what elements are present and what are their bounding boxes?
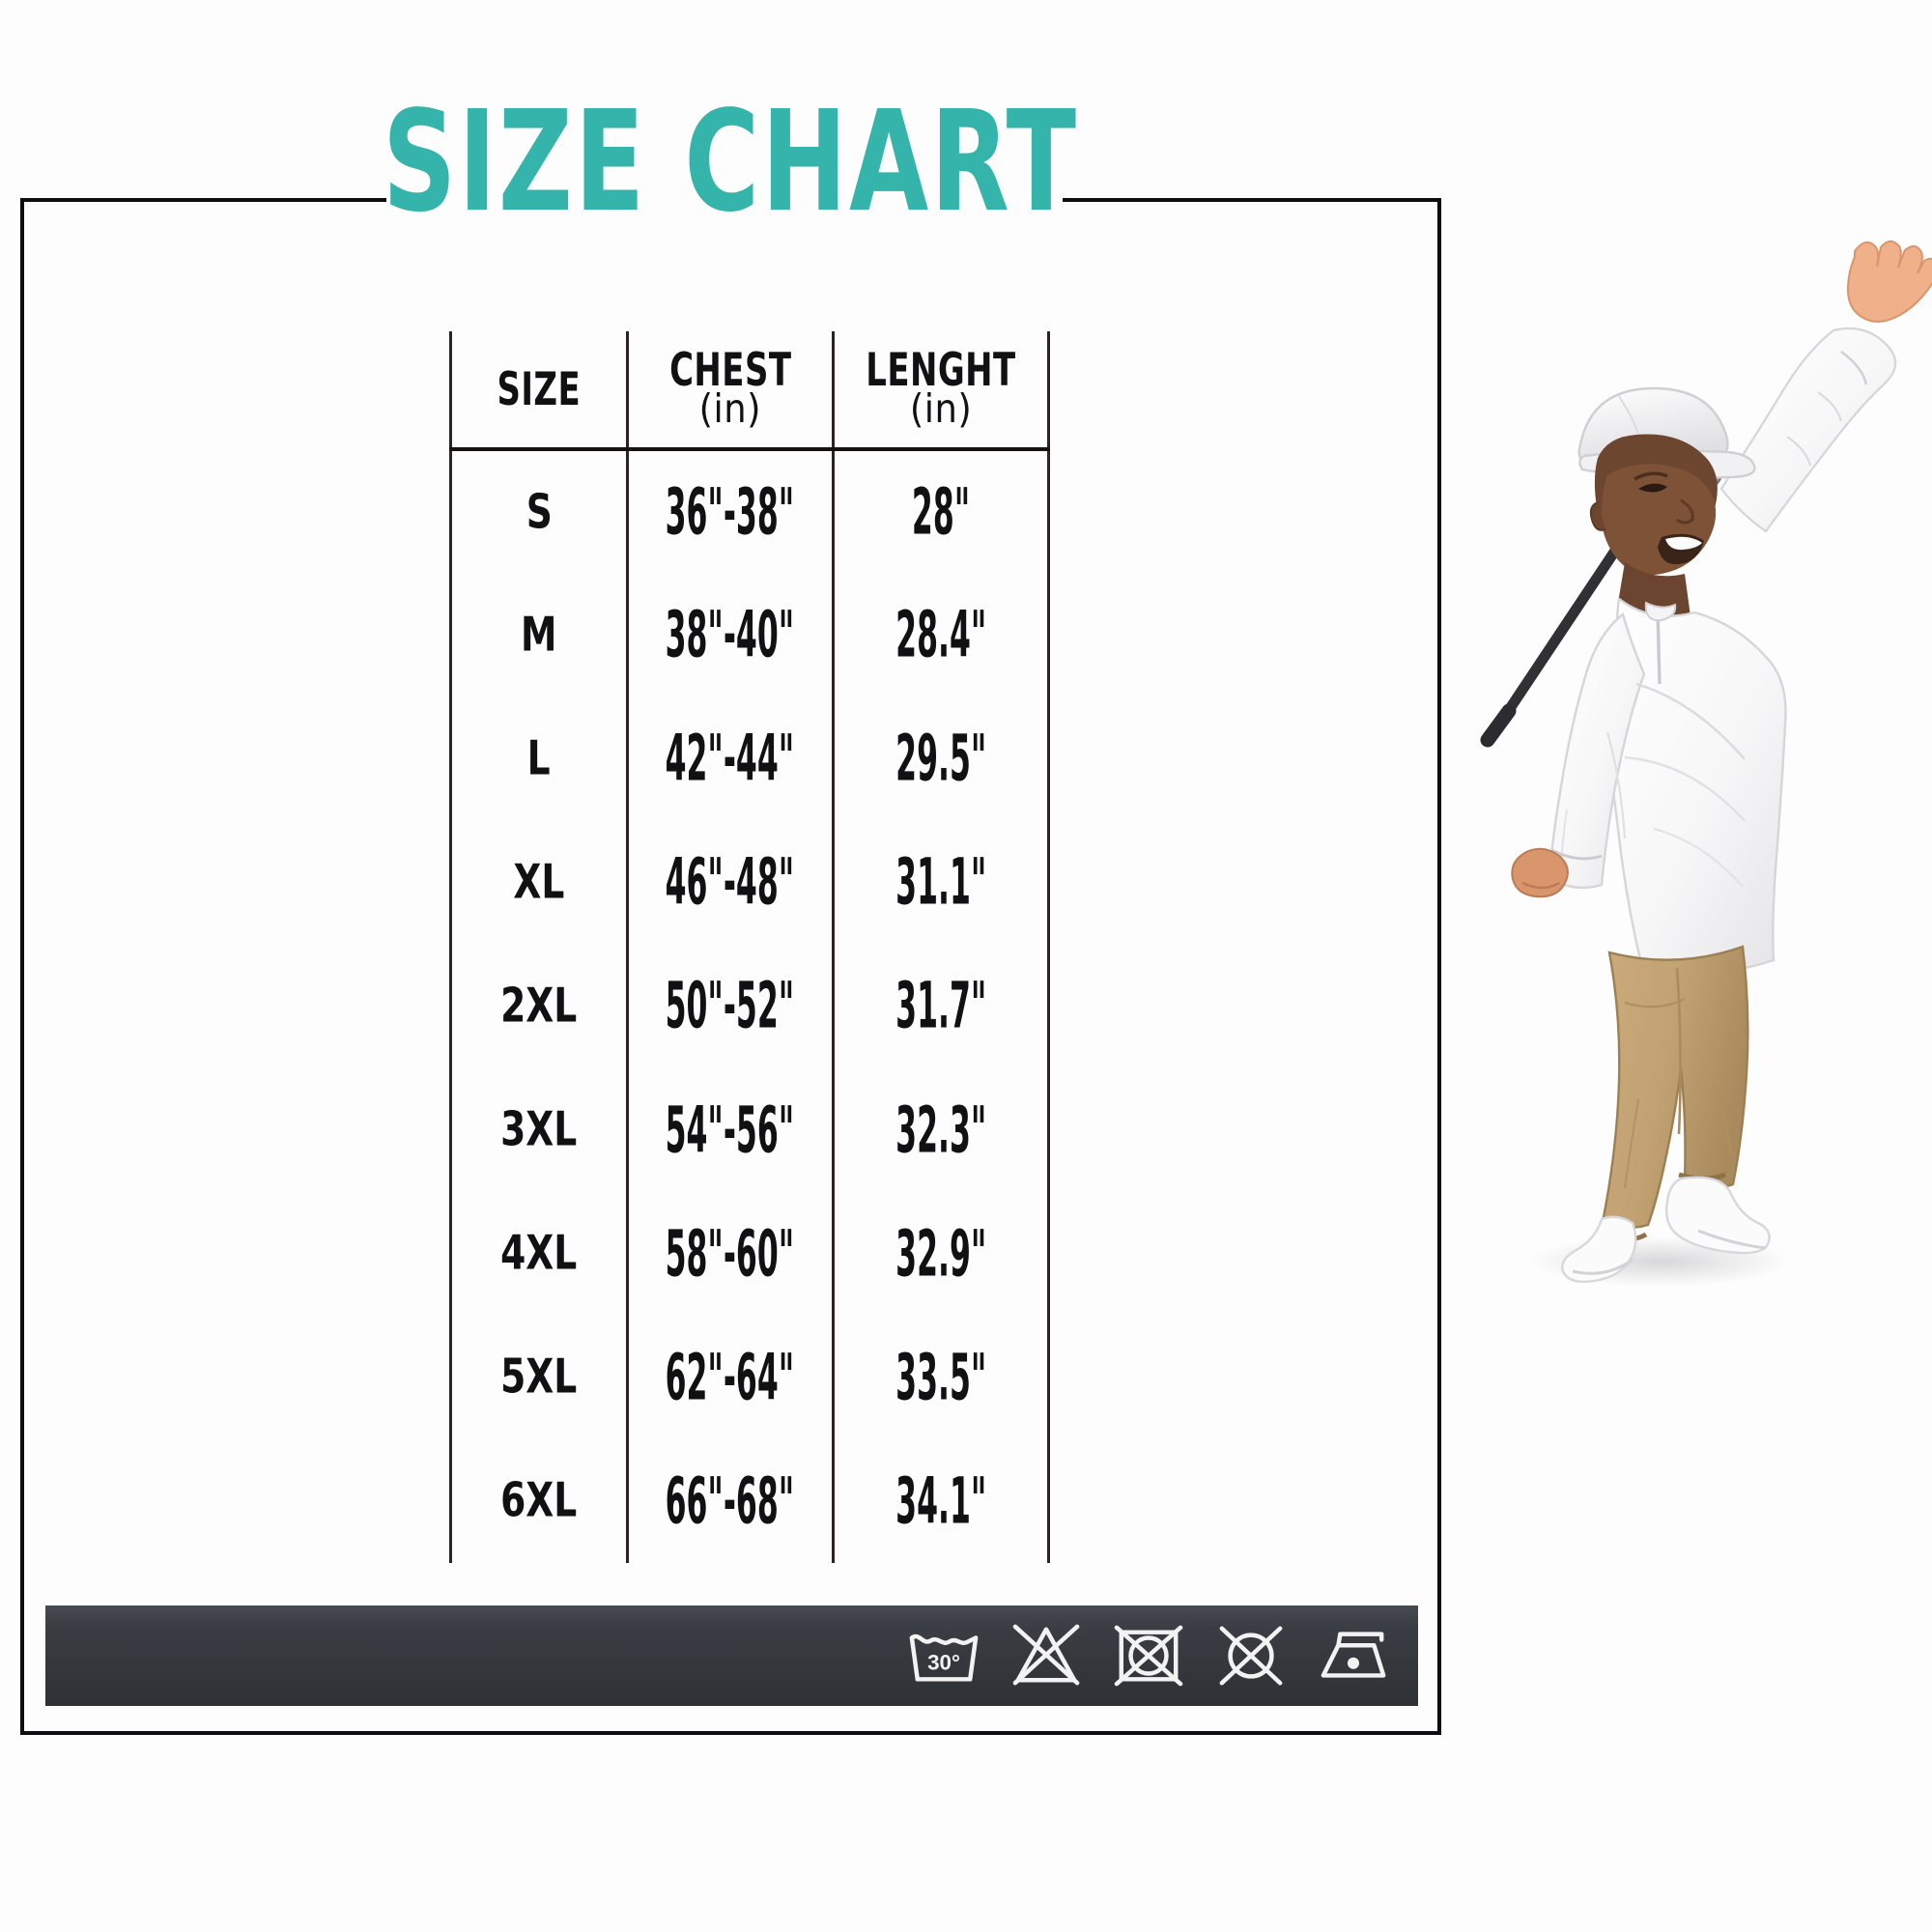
wash-temperature-label: 30° [927, 1651, 960, 1675]
column-header-chest-unit: (in) [698, 384, 762, 432]
cell-size: 2XL [449, 944, 629, 1068]
cell-size: XL [449, 820, 629, 945]
collar [1644, 601, 1677, 622]
joggers [1601, 945, 1749, 1242]
cell-chest: 38"-40" [625, 573, 836, 697]
table-row: 5XL 62"-64" 33.5" [449, 1315, 1050, 1439]
table-row: M 38"-40" 28.4" [449, 573, 1050, 697]
cell-size: 5XL [449, 1315, 629, 1439]
cell-length: 34.1" [832, 1438, 1050, 1563]
table-row: XL 46"-48" 31.1" [449, 820, 1050, 945]
eyebrow [1634, 471, 1668, 481]
column-header-chest-label: CHEST [668, 343, 792, 398]
care-symbol-group: 30° [906, 1605, 1401, 1706]
nose [1676, 498, 1694, 525]
column-header-size-label: SIZE [497, 362, 582, 416]
cell-length: 32.9" [832, 1191, 1050, 1316]
table-row: 2XL 50"-52" 31.7" [449, 944, 1050, 1068]
table-row: 3XL 54"-56" 32.3" [449, 1067, 1050, 1192]
cell-length: 29.5" [832, 696, 1050, 821]
sneaker-left [1664, 1176, 1771, 1255]
title-frame-gap [386, 180, 1063, 220]
do-not-tumble-dry-icon [1114, 1625, 1183, 1687]
cell-length: 31.1" [832, 820, 1050, 945]
column-header-chest: CHEST (in) [625, 331, 836, 451]
cell-size: S [449, 449, 629, 574]
cell-length: 32.3" [832, 1067, 1050, 1192]
quarter-zip-shirt [1548, 596, 1787, 975]
cell-chest: 62"-64" [625, 1315, 836, 1439]
cell-chest: 54"-56" [625, 1067, 836, 1192]
table-row: L 42"-44" 29.5" [449, 696, 1050, 821]
model-photo [1418, 230, 1932, 1312]
do-not-dry-clean-icon [1219, 1626, 1283, 1686]
table-row: 6XL 66"-68" 34.1" [449, 1438, 1050, 1563]
cell-chest: 50"-52" [625, 944, 836, 1068]
care-instructions-bar: 30° [45, 1605, 1418, 1706]
cell-chest: 36"-38" [625, 449, 836, 574]
size-table: SIZE CHEST (in) LENGHT (in) S 36"-38" [449, 331, 1050, 1563]
table-row: 4XL 58"-60" 32.9" [449, 1191, 1050, 1316]
gripping-hand [1511, 847, 1569, 898]
cell-length: 31.7" [832, 944, 1050, 1068]
head [1589, 434, 1718, 576]
cell-size: 6XL [449, 1438, 629, 1563]
iron-heat-dot [1347, 1657, 1360, 1669]
cell-length: 28" [832, 449, 1050, 574]
cell-size: M [449, 573, 629, 697]
cell-chest: 42"-44" [625, 696, 836, 821]
raised-arm [1719, 240, 1932, 533]
column-header-length-unit: (in) [909, 384, 973, 432]
ear [1589, 501, 1606, 531]
cell-size: 4XL [449, 1191, 629, 1316]
cell-chest: 46"-48" [625, 820, 836, 945]
raised-hand [1846, 240, 1932, 323]
cell-size: 3XL [449, 1067, 629, 1192]
column-header-length-label: LENGHT [866, 343, 1016, 398]
column-header-size: SIZE [449, 331, 629, 451]
page-title: SIZE CHART [382, 79, 1079, 243]
iron-low-heat-icon [1321, 1632, 1386, 1678]
table-row: S 36"-38" 28" [449, 449, 1050, 574]
teeth [1665, 536, 1702, 551]
column-header-length: LENGHT (in) [832, 331, 1050, 451]
cell-chest: 58"-60" [625, 1191, 836, 1316]
cuff [1550, 848, 1603, 861]
cell-length: 28.4" [832, 573, 1050, 697]
machine-wash-30-icon: 30° [909, 1634, 979, 1682]
sneakers [1561, 1176, 1771, 1284]
eye [1638, 483, 1667, 493]
cell-length: 33.5" [832, 1315, 1050, 1439]
do-not-bleach-icon [1012, 1624, 1080, 1686]
cell-size: L [449, 696, 629, 821]
table-header-row: SIZE CHEST (in) LENGHT (in) [449, 331, 1050, 451]
cell-chest: 66"-68" [625, 1438, 836, 1563]
